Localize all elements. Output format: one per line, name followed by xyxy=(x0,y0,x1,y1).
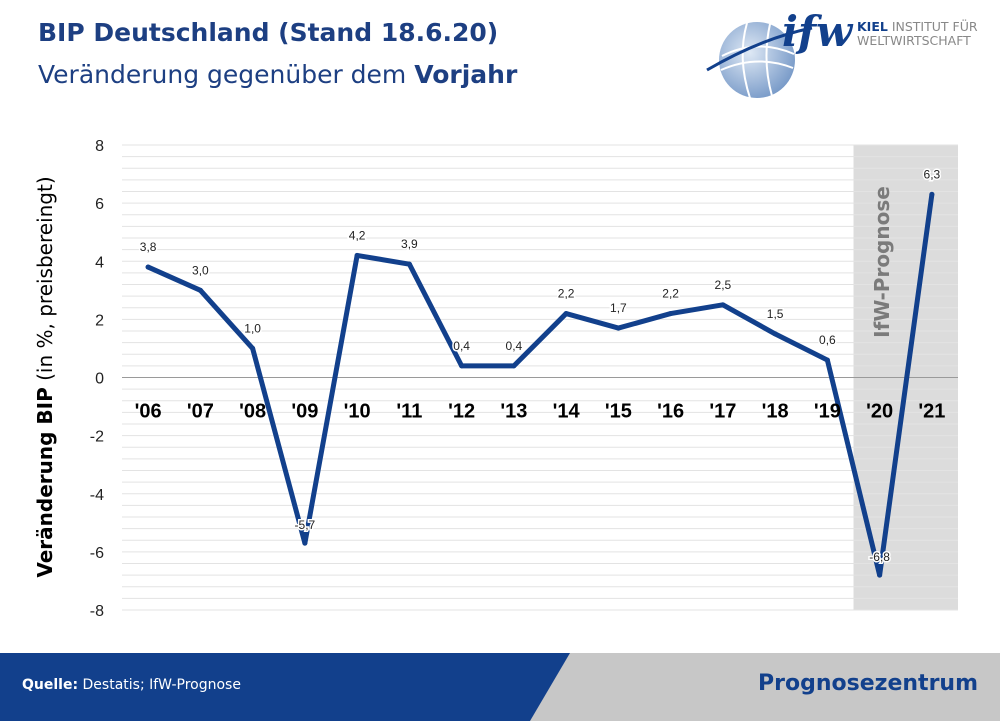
data-point xyxy=(197,287,203,293)
y-axis-title: Veränderung BIP (in %, preisbereingt) xyxy=(33,176,57,577)
x-tick-label: '16 xyxy=(657,401,684,423)
data-label: 1,5 xyxy=(767,307,784,321)
footer-label-band xyxy=(530,653,1000,721)
globe-icon xyxy=(706,22,813,99)
y-tick-label: 4 xyxy=(95,254,104,271)
data-label: 2,2 xyxy=(558,287,575,301)
ifw-logo: ifw KIEL INSTITUT FÜR WELTWIRTSCHAFT xyxy=(706,8,978,99)
data-label: 3,9 xyxy=(401,237,418,251)
x-tick-label: '08 xyxy=(239,401,266,423)
x-tick-label: '17 xyxy=(709,401,736,423)
x-tick-label: '07 xyxy=(187,401,214,423)
prognosezentrum-label: Prognosezentrum xyxy=(758,671,978,696)
data-point xyxy=(459,363,465,369)
data-label: -6,8 xyxy=(869,550,890,564)
x-tick-label: '10 xyxy=(344,401,371,423)
data-point xyxy=(406,261,412,267)
x-tick-label: '11 xyxy=(396,401,422,423)
x-tick-label: '19 xyxy=(814,401,841,423)
y-tick-label: 2 xyxy=(95,312,104,329)
data-point xyxy=(302,540,308,546)
x-tick-label: '14 xyxy=(553,401,581,423)
x-tick-label: '18 xyxy=(762,401,789,423)
data-point xyxy=(615,325,621,331)
data-point xyxy=(668,311,674,317)
x-tick-label: '20 xyxy=(866,401,893,423)
data-point xyxy=(250,345,256,351)
data-point xyxy=(354,252,360,258)
data-label: 0,6 xyxy=(819,333,836,347)
data-label: 2,5 xyxy=(715,278,732,292)
data-point xyxy=(145,264,151,270)
data-label: 4,2 xyxy=(349,228,366,242)
y-tick-label: -8 xyxy=(90,603,104,620)
forecast-label: IfW-Prognose xyxy=(870,186,894,338)
logo-institut: INSTITUT FÜR xyxy=(888,18,978,34)
data-label: 3,8 xyxy=(140,240,157,254)
x-tick-label: '15 xyxy=(605,401,632,423)
data-point xyxy=(511,363,517,369)
data-label: 1,0 xyxy=(244,321,261,335)
x-tick-label: '06 xyxy=(135,401,162,423)
y-tick-label: 0 xyxy=(95,371,104,388)
page-subtitle: Veränderung gegenüber dem Vorjahr xyxy=(38,60,517,89)
source-label: Quelle: xyxy=(22,677,79,693)
x-tick-label: '09 xyxy=(291,401,318,423)
x-tick-label: '21 xyxy=(918,401,945,423)
y-tick-label: -6 xyxy=(90,545,104,562)
data-point xyxy=(720,302,726,308)
subtitle-prefix: Veränderung gegenüber dem xyxy=(38,60,415,89)
logo-line-2: WELTWIRTSCHAFT xyxy=(857,33,971,48)
gdp-series-line xyxy=(145,191,935,578)
source-note: Quelle: Destatis; IfW-Prognose xyxy=(22,677,241,693)
page-title: BIP Deutschland (Stand 18.6.20) xyxy=(38,18,499,47)
logo-kiel: KIEL xyxy=(857,19,888,34)
y-tick-label: -2 xyxy=(90,429,104,446)
y-tick-label: 8 xyxy=(95,138,104,155)
y-axis-title-bold: Veränderung BIP xyxy=(33,387,57,577)
source-text: Destatis; IfW-Prognose xyxy=(78,677,241,693)
data-point xyxy=(877,572,883,578)
x-tick-label: '12 xyxy=(448,401,475,423)
gdp-line-chart: -8 -6 -4 -2 0 2 4 6 8 Veränderung BIP (in %, prei… xyxy=(33,138,958,620)
footer-source-band xyxy=(0,653,570,721)
data-label: 1,7 xyxy=(610,301,627,315)
data-point xyxy=(929,191,935,197)
y-axis-title-rest: (in %, preisbereingt) xyxy=(33,176,57,387)
data-label: 3,0 xyxy=(192,263,209,277)
data-label: 6,3 xyxy=(924,167,941,181)
y-tick-label: 6 xyxy=(95,196,104,213)
logo-wordmark: ifw xyxy=(782,8,854,56)
x-tick-label: '13 xyxy=(500,401,527,423)
y-tick-label: -4 xyxy=(90,487,104,504)
data-point xyxy=(563,311,569,317)
data-point xyxy=(772,331,778,337)
data-label: -5,7 xyxy=(295,518,316,532)
data-label: 2,2 xyxy=(662,287,679,301)
data-point xyxy=(824,357,830,363)
data-label: 0,4 xyxy=(506,339,523,353)
logo-line-1: KIEL INSTITUT FÜR xyxy=(857,18,978,34)
data-label: 0,4 xyxy=(453,339,470,353)
subtitle-emphasis: Vorjahr xyxy=(414,60,518,89)
